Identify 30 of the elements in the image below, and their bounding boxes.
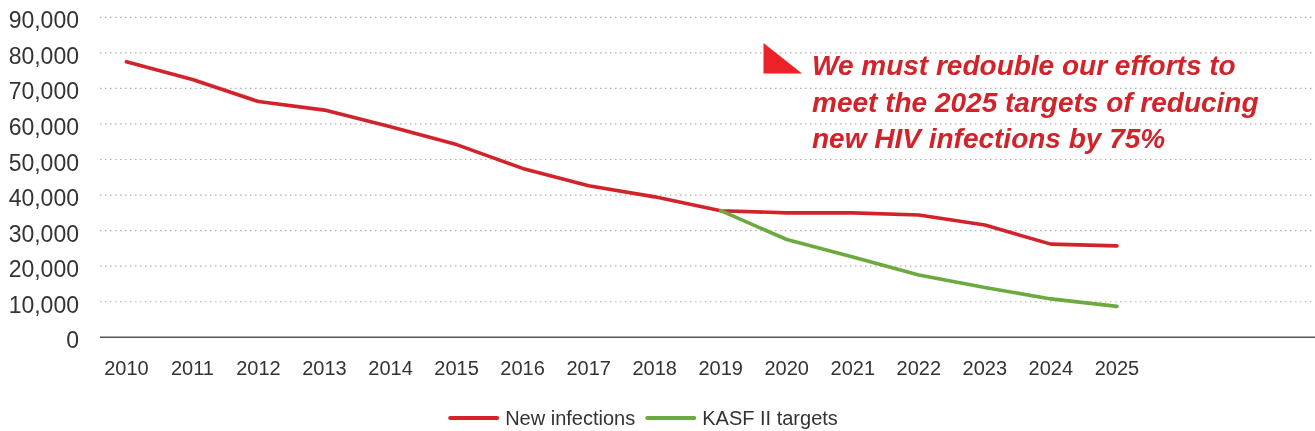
x-tick-label: 2017	[566, 357, 611, 379]
y-tick-label: 90,000	[8, 7, 79, 34]
x-tick-label: 2015	[434, 357, 479, 379]
legend-label: KASF II targets	[702, 407, 838, 429]
y-tick-label: 50,000	[8, 149, 79, 176]
y-tick-label: 0	[66, 327, 79, 354]
y-tick-label: 70,000	[8, 78, 79, 105]
x-tick-label: 2012	[236, 357, 281, 379]
x-tick-label: 2020	[764, 357, 809, 379]
x-tick-label: 2025	[1094, 357, 1140, 379]
line-series	[718, 208, 1119, 309]
y-tick-label: 80,000	[8, 42, 79, 69]
y-tick-label: 30,000	[8, 220, 79, 247]
y-tick-label: 40,000	[8, 185, 79, 212]
x-tick-label: 2013	[302, 357, 347, 379]
x-tick-label: 2014	[368, 357, 413, 379]
x-tick-label: 2021	[830, 357, 876, 379]
annotation: We must redouble our efforts to meet the 2025 targets of reducing new HIV infections by 75%	[812, 50, 1259, 154]
x-tick-label: 2022	[896, 357, 942, 379]
y-tick-label: 10,000	[8, 291, 79, 318]
legend-label: New infections	[505, 407, 636, 429]
x-tick-label: 2010	[104, 357, 149, 379]
x-tick-label: 2011	[170, 357, 214, 379]
x-tick-label: 2018	[632, 357, 677, 379]
x-tick-label: 2016	[500, 357, 545, 379]
y-tick-label: 60,000	[8, 113, 79, 140]
x-tick-label: 2023	[962, 357, 1008, 379]
x-tick-label: 2024	[1028, 357, 1074, 379]
y-tick-label: 20,000	[8, 256, 79, 283]
x-tick-label: 2019	[698, 357, 743, 379]
